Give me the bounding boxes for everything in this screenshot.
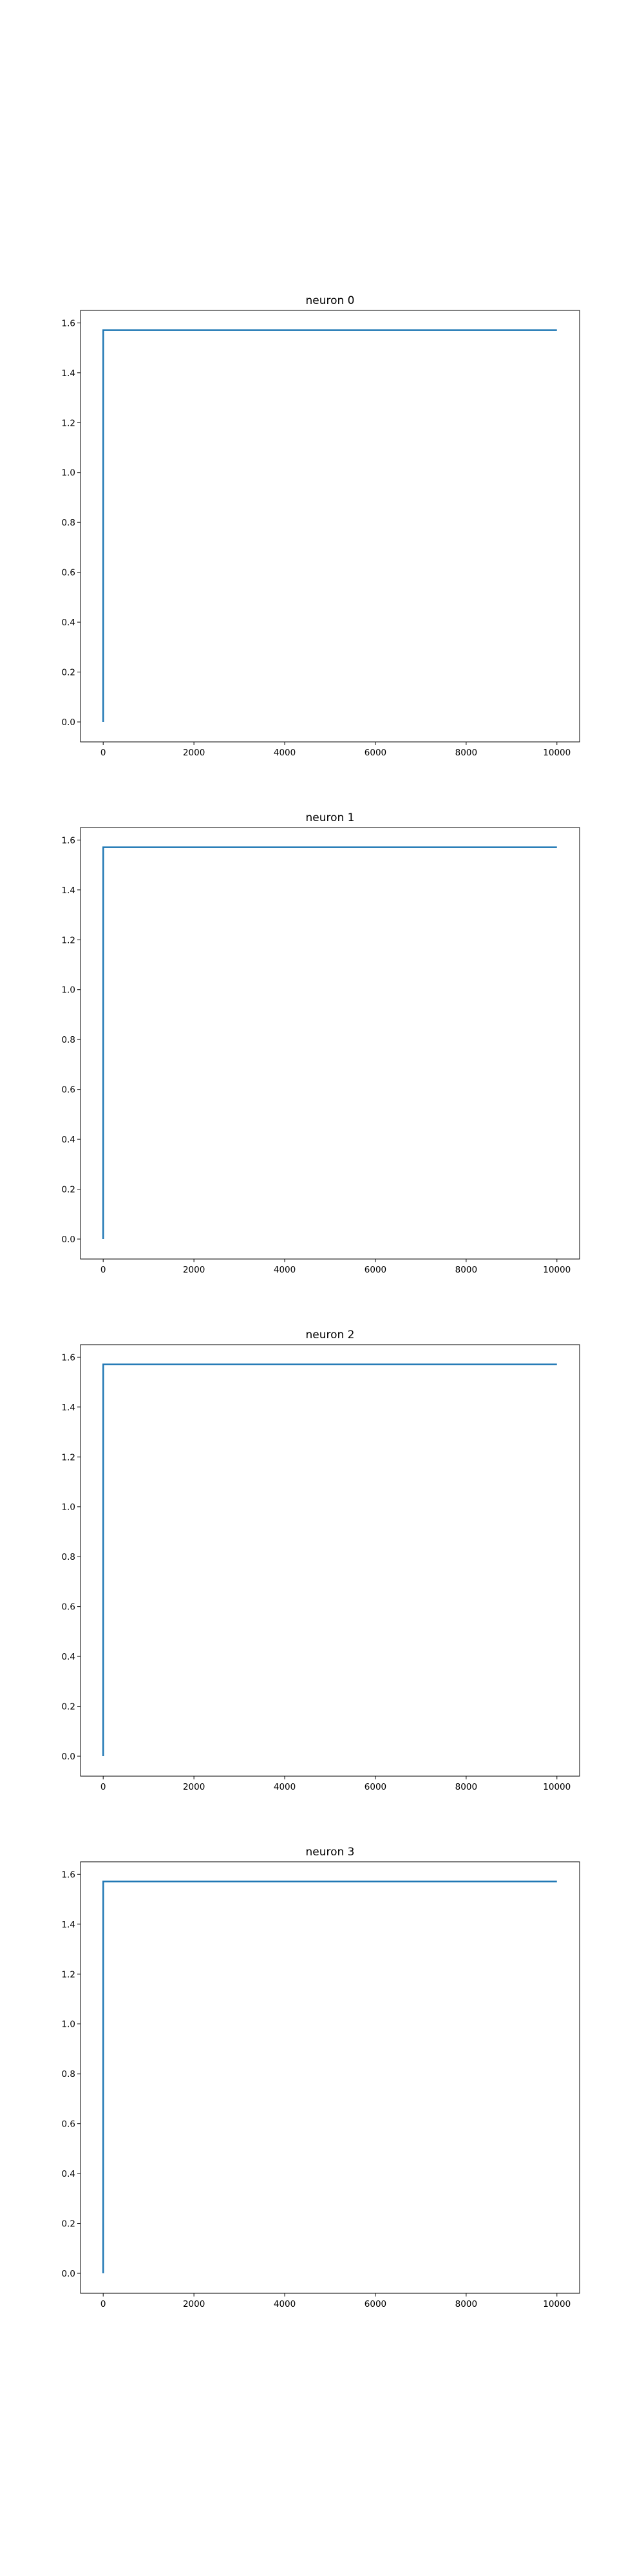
y-tick-label: 1.4 bbox=[62, 1403, 75, 1413]
x-tick-label: 10000 bbox=[543, 1265, 571, 1275]
y-tick-label: 0.6 bbox=[62, 568, 75, 578]
chart-panel-0: neuron 0 0 2000 4000 6000 8000 10000 0.0 0.2 0.4 0… bbox=[62, 294, 580, 758]
y-tick-label: 1.0 bbox=[62, 2020, 75, 2030]
series-line-0 bbox=[102, 1880, 557, 2274]
y-tick-label: 0.4 bbox=[62, 1652, 75, 1662]
x-tick-label: 2000 bbox=[183, 1782, 205, 1792]
y-tick-label: 1.4 bbox=[62, 368, 75, 379]
x-tick-label: 4000 bbox=[274, 748, 296, 758]
y-tick-label: 0.2 bbox=[62, 668, 75, 678]
x-tick-label: 8000 bbox=[455, 1782, 477, 1792]
x-tick-label: 6000 bbox=[365, 1782, 386, 1792]
x-tick-label: 0 bbox=[100, 2299, 106, 2309]
chart-title: neuron 0 bbox=[305, 294, 354, 307]
y-tick-label: 1.4 bbox=[62, 1920, 75, 1930]
x-tick-label: 4000 bbox=[274, 1782, 296, 1792]
series-line-0 bbox=[102, 1363, 557, 1757]
y-tick-label: 0.0 bbox=[62, 1752, 75, 1762]
chart-panel-1: neuron 1 0 2000 4000 6000 8000 10000 0.0 0.2 0.4 0… bbox=[62, 811, 580, 1275]
y-tick-label: 0.4 bbox=[62, 1135, 75, 1145]
x-tick-label: 10000 bbox=[543, 2299, 571, 2309]
y-tick-label: 1.6 bbox=[62, 1352, 75, 1363]
x-tick-label: 6000 bbox=[365, 748, 386, 758]
y-tick-label: 0.0 bbox=[62, 717, 75, 728]
x-tick-label: 8000 bbox=[455, 1265, 477, 1275]
y-tick-label: 1.6 bbox=[62, 835, 75, 846]
axes-frame bbox=[80, 1861, 580, 2294]
x-tick-label: 2000 bbox=[183, 748, 205, 758]
chart-title: neuron 3 bbox=[305, 1846, 354, 1859]
x-tick-label: 10000 bbox=[543, 748, 571, 758]
y-tick-label: 1.2 bbox=[62, 935, 75, 945]
y-tick-label: 0.4 bbox=[62, 618, 75, 628]
x-tick-label: 2000 bbox=[183, 2299, 205, 2309]
chart-title: neuron 1 bbox=[305, 811, 354, 824]
y-tick-label: 0.8 bbox=[62, 2069, 75, 2079]
y-tick-label: 0.0 bbox=[62, 2269, 75, 2279]
y-tick-label: 1.6 bbox=[62, 1870, 75, 1880]
y-tick-label: 0.8 bbox=[62, 518, 75, 528]
y-tick-label: 1.0 bbox=[62, 985, 75, 996]
chart-title: neuron 2 bbox=[305, 1329, 354, 1341]
x-tick-label: 10000 bbox=[543, 1782, 571, 1792]
y-tick-label: 0.6 bbox=[62, 2119, 75, 2130]
x-tick-label: 0 bbox=[100, 1265, 106, 1275]
x-tick-label: 0 bbox=[100, 1782, 106, 1792]
x-tick-label: 0 bbox=[100, 748, 106, 758]
x-tick-label: 4000 bbox=[274, 2299, 296, 2309]
x-tick-label: 6000 bbox=[365, 2299, 386, 2309]
axes-frame bbox=[80, 827, 580, 1260]
axes-frame bbox=[80, 310, 580, 743]
y-tick-label: 0.2 bbox=[62, 1702, 75, 1712]
y-tick-label: 1.2 bbox=[62, 1452, 75, 1463]
series-line-0 bbox=[102, 329, 557, 723]
y-tick-label: 1.2 bbox=[62, 1969, 75, 1980]
y-tick-label: 0.6 bbox=[62, 1602, 75, 1613]
axes-frame bbox=[80, 1344, 580, 1777]
series-line-0 bbox=[102, 846, 557, 1240]
y-tick-label: 0.8 bbox=[62, 1552, 75, 1562]
y-tick-label: 0.4 bbox=[62, 2169, 75, 2179]
y-tick-label: 0.2 bbox=[62, 2219, 75, 2230]
y-tick-label: 0.0 bbox=[62, 1235, 75, 1245]
y-tick-label: 1.2 bbox=[62, 418, 75, 428]
x-tick-label: 8000 bbox=[455, 2299, 477, 2309]
y-tick-label: 0.2 bbox=[62, 1185, 75, 1195]
y-tick-label: 1.0 bbox=[62, 468, 75, 478]
chart-panel-3: neuron 3 0 2000 4000 6000 8000 10000 0.0 0.2 0.4 0… bbox=[62, 1846, 580, 2309]
x-tick-label: 6000 bbox=[365, 1265, 386, 1275]
chart-panel-2: neuron 2 0 2000 4000 6000 8000 10000 0.0 0.2 0.4 0… bbox=[62, 1329, 580, 1792]
x-tick-label: 2000 bbox=[183, 1265, 205, 1275]
x-tick-label: 8000 bbox=[455, 748, 477, 758]
y-tick-label: 0.6 bbox=[62, 1085, 75, 1095]
y-tick-label: 1.0 bbox=[62, 1502, 75, 1513]
y-tick-label: 1.6 bbox=[62, 318, 75, 328]
y-tick-label: 1.4 bbox=[62, 886, 75, 896]
y-tick-label: 0.8 bbox=[62, 1035, 75, 1045]
x-tick-label: 4000 bbox=[274, 1265, 296, 1275]
